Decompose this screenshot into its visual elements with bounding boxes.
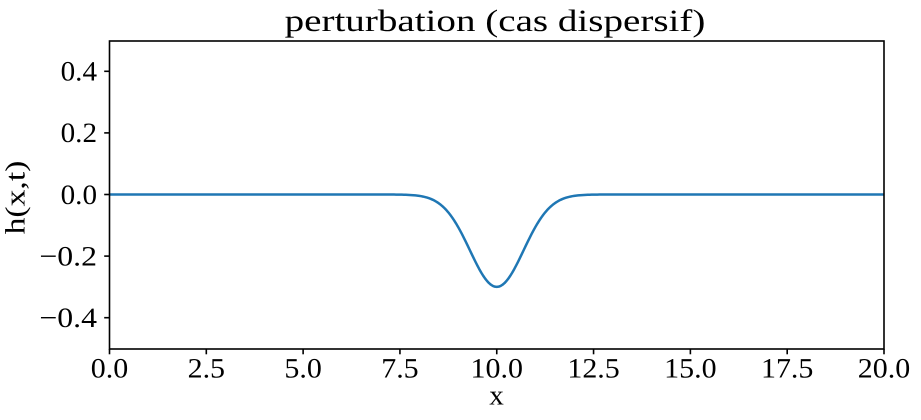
svg-text:0.2: 0.2	[61, 118, 97, 149]
svg-text:0.4: 0.4	[61, 57, 97, 88]
svg-text:0.0: 0.0	[61, 180, 97, 211]
svg-text:−0.2: −0.2	[39, 241, 97, 272]
svg-text:perturbation (cas dispersif): perturbation (cas dispersif)	[285, 3, 706, 38]
svg-text:12.5: 12.5	[567, 354, 619, 385]
svg-text:20.0: 20.0	[858, 354, 910, 385]
svg-text:7.5: 7.5	[381, 354, 418, 385]
svg-text:10.0: 10.0	[471, 354, 523, 385]
svg-text:17.5: 17.5	[761, 354, 813, 385]
svg-text:15.0: 15.0	[664, 354, 716, 385]
svg-text:0.0: 0.0	[91, 354, 128, 385]
svg-text:x: x	[489, 381, 504, 412]
svg-text:2.5: 2.5	[188, 354, 225, 385]
svg-text:5.0: 5.0	[284, 354, 321, 385]
svg-text:h(x,t): h(x,t)	[1, 161, 32, 235]
svg-text:−0.4: −0.4	[39, 303, 97, 334]
